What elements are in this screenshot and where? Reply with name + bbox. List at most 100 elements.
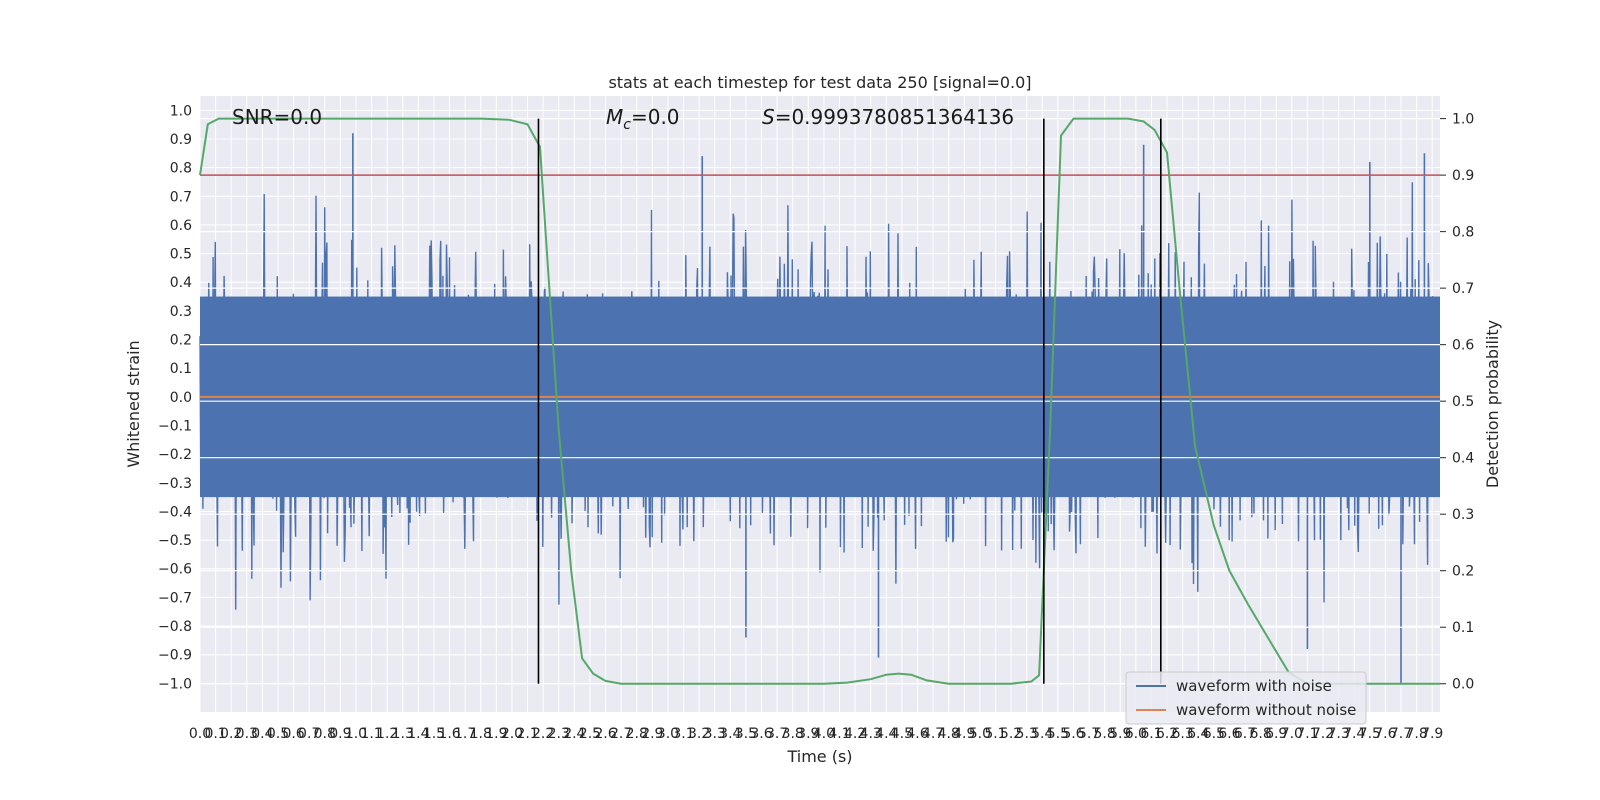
y-tick-label: −0.3	[158, 476, 192, 492]
x-tick-label: 4.4	[875, 726, 897, 742]
detection-probability-series	[199, 117, 1440, 685]
y-tick-label: −0.8	[158, 619, 192, 635]
y-tick-label: −0.7	[158, 590, 192, 606]
x-tick-label: 6.8	[1249, 726, 1271, 742]
y-tick-label: 0.2	[170, 333, 192, 349]
x-tick-label: 1.5	[423, 726, 445, 742]
x-tick-label: 5.7	[1078, 726, 1100, 742]
x-tick-label: 7.4	[1343, 726, 1365, 742]
x-tick-label: 2.8	[626, 726, 648, 742]
x-tick-label: 1.0	[345, 726, 367, 742]
x-tick-label: 5.3	[1016, 726, 1038, 742]
chart-title: stats at each timestep for test data 250…	[608, 73, 1031, 92]
x-tick-label: 0.4	[251, 726, 273, 742]
legend-box	[1125, 671, 1367, 725]
x-tick-label: 7.7	[1390, 726, 1412, 742]
x-tick-label: 6.0	[1125, 726, 1147, 742]
x-tick-label: 7.3	[1327, 726, 1349, 742]
chirp-mass-subscript: c	[623, 117, 631, 133]
x-tick-label: 3.2	[688, 726, 710, 742]
legend: waveform with noise waveform without noi…	[1125, 671, 1367, 725]
x-tick-label: 5.6	[1062, 726, 1084, 742]
y-tick-label: 0.5	[170, 247, 192, 263]
x-tick-label: 0.7	[298, 726, 320, 742]
x-tick-label: 6.9	[1265, 726, 1287, 742]
y2-tick-label: 0.0	[1452, 677, 1474, 693]
x-tick-label: 2.0	[501, 726, 523, 742]
x-tick-label: 6.1	[1140, 726, 1162, 742]
x-tick-label: 4.3	[860, 726, 882, 742]
y-axis-ticks: 1.0 0.9 0.8 0.7 0.6 0.5 0.4 0.3 0.2 0.1 0.0 −0.1 −0.…	[158, 103, 192, 692]
x-tick-label: 0.1	[204, 726, 226, 742]
x-tick-label: 3.6	[750, 726, 772, 742]
y-tick-label: −0.2	[158, 447, 192, 463]
x-tick-label: 1.1	[360, 726, 382, 742]
x-tick-label: 4.6	[906, 726, 928, 742]
y-tick-label: 1.0	[170, 103, 192, 119]
y-tick-label: 0.3	[170, 304, 192, 320]
x-tick-label: 4.8	[938, 726, 960, 742]
y-tick-label: −0.6	[158, 562, 192, 578]
x-tick-label: 2.9	[641, 726, 663, 742]
x-tick-label: 5.9	[1109, 726, 1131, 742]
x-tick-label: 5.1	[984, 726, 1006, 742]
x-tick-label: 7.2	[1312, 726, 1334, 742]
y-tick-label: 0.7	[170, 189, 192, 205]
y2-tick-label: 0.8	[1452, 225, 1474, 241]
x-tick-label: 1.4	[407, 726, 429, 742]
x-tick-label: 5.4	[1031, 726, 1053, 742]
x-tick-label: 1.6	[438, 726, 460, 742]
y2-tick-label: 0.9	[1452, 168, 1474, 184]
x-tick-label: 2.6	[594, 726, 616, 742]
y2-tick-label: 0.3	[1452, 507, 1474, 523]
x-tick-label: 2.5	[579, 726, 601, 742]
x-tick-label: 0.0	[189, 726, 211, 742]
y2-tick-label: 1.0	[1452, 112, 1474, 128]
x-tick-label: 4.7	[922, 726, 944, 742]
x-tick-label: 6.7	[1234, 726, 1256, 742]
y-axis-label: Whitened strain	[124, 340, 143, 467]
x-tick-label: 1.3	[392, 726, 414, 742]
x-tick-label: 0.6	[282, 726, 304, 742]
legend-label-clean: waveform without noise	[1176, 701, 1356, 719]
x-tick-label: 5.2	[1000, 726, 1022, 742]
x-tick-label: 0.2	[220, 726, 242, 742]
y-tick-label: −0.5	[158, 533, 192, 549]
x-tick-label: 0.3	[236, 726, 258, 742]
x-tick-label: 3.5	[735, 726, 757, 742]
legend-label-noise: waveform with noise	[1176, 677, 1332, 695]
x-tick-label: 3.8	[782, 726, 804, 742]
detection-probability-line	[199, 117, 1440, 685]
x-tick-label: 6.2	[1156, 726, 1178, 742]
y2-tick-label: 0.2	[1452, 564, 1474, 580]
x-tick-label: 0.9	[329, 726, 351, 742]
x-tick-label: 1.7	[454, 726, 476, 742]
x-tick-label: 6.5	[1203, 726, 1225, 742]
x-tick-label: 4.5	[891, 726, 913, 742]
x-axis-ticks: 0.00.10.20.30.40.50.60.70.80.91.01.11.21…	[189, 726, 1443, 742]
x-tick-label: 4.2	[844, 726, 866, 742]
x-tick-label: 6.6	[1218, 726, 1240, 742]
chirp-mass-value: =0.0	[631, 105, 680, 129]
x-tick-label: 2.3	[548, 726, 570, 742]
y2-tick-label: 0.5	[1452, 394, 1474, 410]
y-tick-label: −1.0	[158, 676, 192, 692]
x-tick-label: 1.2	[376, 726, 398, 742]
x-tick-label: 6.3	[1172, 726, 1194, 742]
x-tick-label: 5.0	[969, 726, 991, 742]
y-tick-label: −0.9	[158, 648, 192, 664]
x-tick-label: 0.8	[314, 726, 336, 742]
x-tick-label: 7.1	[1296, 726, 1318, 742]
x-tick-label: 7.8	[1405, 726, 1427, 742]
x-tick-label: 1.9	[485, 726, 507, 742]
vertical-markers	[537, 118, 1162, 684]
plot-area	[199, 96, 1440, 712]
x-tick-label: 4.0	[813, 726, 835, 742]
x-tick-label: 7.0	[1281, 726, 1303, 742]
x-tick-label: 3.0	[657, 726, 679, 742]
x-tick-label: 7.5	[1359, 726, 1381, 742]
x-tick-label: 2.2	[532, 726, 554, 742]
score-symbol: S	[762, 105, 775, 129]
x-tick-label: 7.6	[1374, 726, 1396, 742]
x-tick-label: 3.9	[797, 726, 819, 742]
